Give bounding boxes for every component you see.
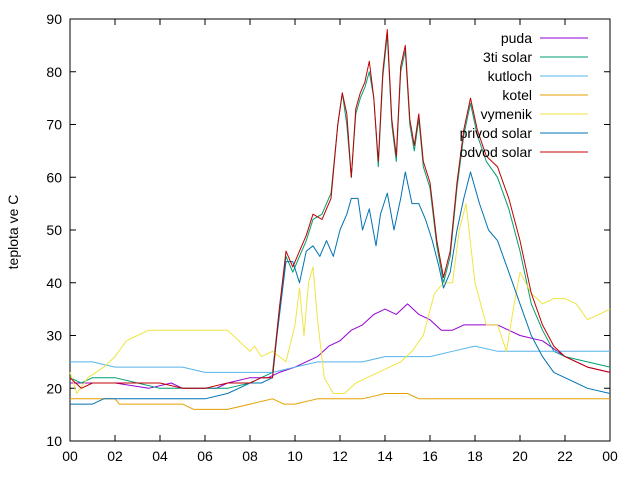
x-tick-label: 00 xyxy=(62,448,78,464)
y-axis-label: teplota ve C xyxy=(5,195,21,270)
legend-label: odvod solar xyxy=(460,144,533,160)
legend-label: kotel xyxy=(502,87,532,103)
x-tick-label: 22 xyxy=(557,448,573,464)
legend-label: 3ti solar xyxy=(483,49,532,65)
x-tick-label: 14 xyxy=(377,448,393,464)
legend-label: privod solar xyxy=(460,125,533,141)
series-line-vymenik xyxy=(69,203,611,394)
legend: puda 3ti solar kutloch kotel vymenik privod s… xyxy=(460,30,588,160)
series-lines xyxy=(69,29,611,410)
y-tick-label: 50 xyxy=(46,222,62,238)
y-tick-label: 80 xyxy=(46,64,62,80)
x-axis-ticks: 00 02 04 06 08 10 12 14 16 18 20 22 00 xyxy=(62,19,618,464)
x-tick-label: 02 xyxy=(107,448,123,464)
y-tick-label: 90 xyxy=(46,11,62,27)
y-tick-label: 60 xyxy=(46,169,62,185)
y-tick-label: 20 xyxy=(46,380,62,396)
x-tick-label: 08 xyxy=(242,448,258,464)
series-line-kotel xyxy=(70,393,610,410)
series-line-odvod-solar xyxy=(69,29,611,389)
y-tick-label: 40 xyxy=(46,275,62,291)
x-tick-label: 12 xyxy=(332,448,348,464)
legend-label: puda xyxy=(501,30,532,46)
x-tick-label: 00 xyxy=(602,448,618,464)
series-line-privod-solar xyxy=(70,171,611,405)
series-line-kutloch xyxy=(70,345,610,373)
series-line-puda xyxy=(70,303,611,389)
x-tick-label: 16 xyxy=(422,448,438,464)
x-tick-label: 10 xyxy=(287,448,303,464)
y-axis-ticks: 10 20 30 40 50 60 70 80 90 xyxy=(46,11,610,449)
x-tick-label: 06 xyxy=(197,448,213,464)
x-tick-label: 20 xyxy=(512,448,528,464)
x-tick-label: 04 xyxy=(152,448,168,464)
legend-label: kutloch xyxy=(488,68,532,84)
y-tick-label: 70 xyxy=(46,117,62,133)
y-tick-label: 10 xyxy=(46,433,62,449)
x-tick-label: 18 xyxy=(467,448,483,464)
y-tick-label: 30 xyxy=(46,328,62,344)
legend-label: vymenik xyxy=(481,106,533,122)
